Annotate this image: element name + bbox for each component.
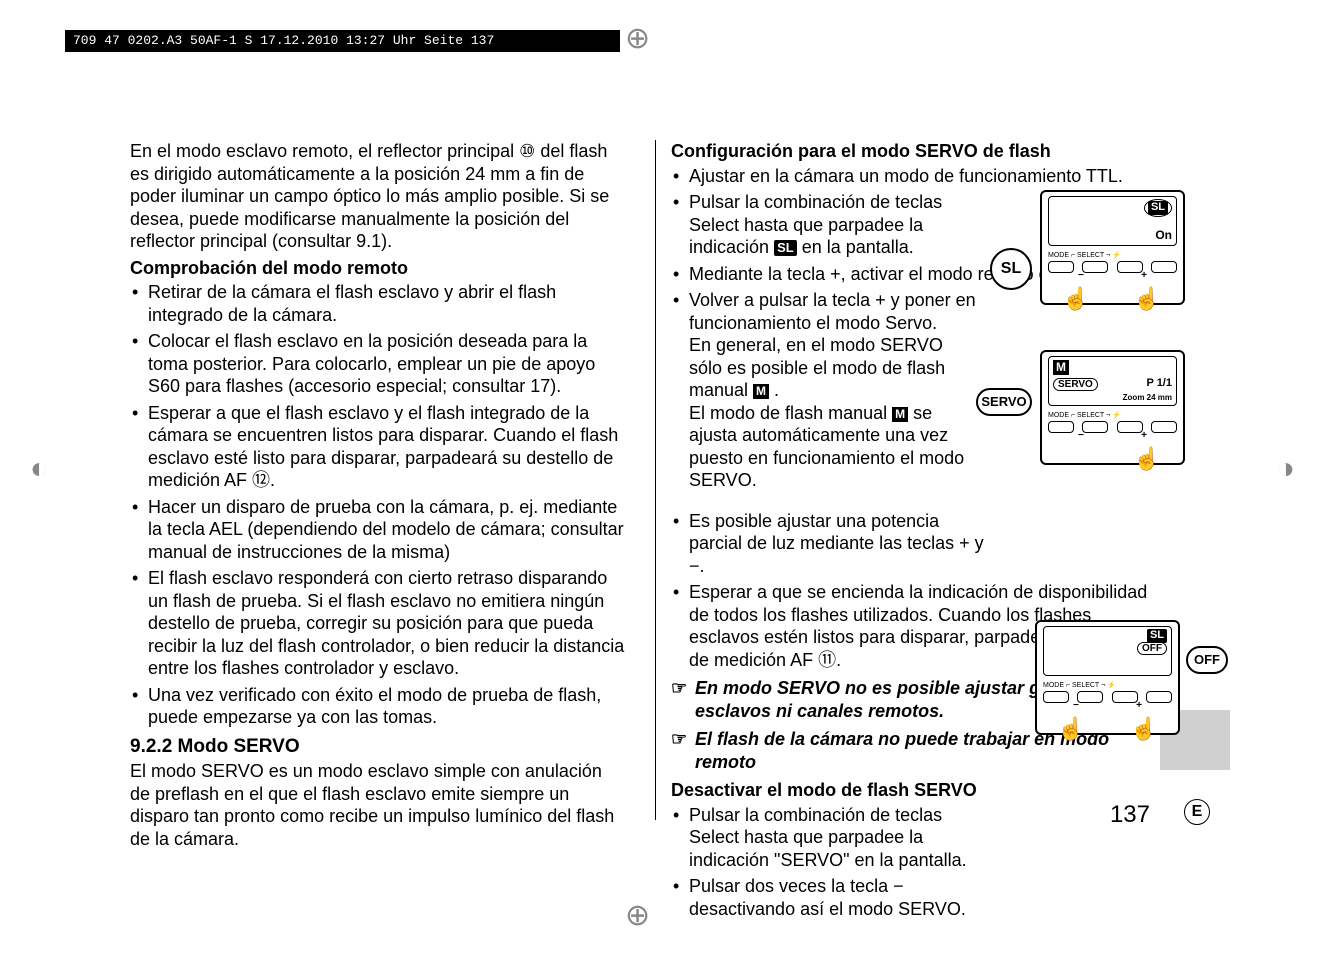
- text: El modo de flash manual: [689, 403, 892, 423]
- list-item: Esperar a que el flash esclavo y el flas…: [130, 402, 625, 492]
- list-item: Pulsar la combinación de teclas Select h…: [671, 804, 1160, 872]
- list-item: Pulsar dos veces la tecla − desactivando…: [671, 875, 1160, 920]
- intro-para: En el modo esclavo remoto, el reflector …: [130, 140, 625, 253]
- heading-servo: 9.2.2 Modo SERVO: [130, 735, 625, 759]
- note-icon: ☞: [671, 728, 691, 773]
- text: en la pantalla.: [797, 237, 914, 257]
- circle-label: SL: [990, 248, 1032, 290]
- heading-deactivate: Desactivar el modo de flash SERVO: [671, 779, 1160, 802]
- lcd-buttons: MODE ⌐ SELECT ¬ ⚡: [1048, 252, 1177, 261]
- heading-servo-config: Configuración para el modo SERVO de flas…: [671, 140, 1160, 163]
- list-item: Colocar el flash esclavo en la posición …: [130, 330, 625, 398]
- list-item: Una vez verificado con éxito el modo de …: [130, 684, 625, 729]
- list-item: Retirar de la cámara el flash esclavo y …: [130, 281, 625, 326]
- hand-icon: ☝: [1133, 445, 1163, 475]
- crop-mark: ◐: [30, 450, 48, 488]
- list-item: Ajustar en la cámara un modo de funciona…: [671, 165, 1160, 188]
- page-number: 137: [1110, 800, 1150, 830]
- m-icon: M: [892, 407, 908, 422]
- right-column: Configuración para el modo SERVO de flas…: [655, 140, 1160, 820]
- lcd-label: P 1/1: [1147, 377, 1173, 391]
- m-icon: M: [1053, 360, 1069, 375]
- hand-icon: ☝: [1133, 285, 1163, 315]
- m-icon: M: [753, 384, 769, 399]
- text: En general, en el modo SERVO sólo es pos…: [689, 335, 945, 400]
- sl-icon: SL: [774, 240, 797, 256]
- circle-label: SERVO: [976, 388, 1032, 416]
- list-item: El flash esclavo responderá con cierto r…: [130, 567, 625, 680]
- lcd-label: Zoom 24 mm: [1123, 393, 1172, 403]
- crop-mark: ◑: [1277, 450, 1295, 488]
- crop-mark: ⊕: [625, 897, 650, 935]
- lcd-screen: SL OFF: [1043, 626, 1172, 676]
- heading-remote-check: Comprobación del modo remoto: [130, 257, 625, 280]
- off-label: OFF: [1137, 642, 1167, 655]
- text: Volver a pulsar la tecla + y poner en fu…: [689, 290, 976, 333]
- sl-icon: SL: [1147, 629, 1167, 643]
- lcd-buttons: MODE ⌐ SELECT ¬ ⚡: [1048, 412, 1177, 421]
- print-header: 709 47 0202.A3 50AF-1 S 17.12.2010 13:27…: [65, 30, 620, 52]
- servo-label: SERVO: [1053, 378, 1098, 391]
- list-item: Es posible ajustar una potencia parcial …: [671, 510, 1160, 578]
- lcd-screen: M SERVO P 1/1 Zoom 24 mm: [1048, 356, 1177, 406]
- sl-icon: SL: [1148, 201, 1168, 215]
- lcd-panel: M SERVO P 1/1 Zoom 24 mm MODE ⌐ SELECT ¬…: [1040, 350, 1185, 465]
- hand-icon: ☝: [1062, 285, 1092, 315]
- lcd-screen: SL On: [1048, 196, 1177, 246]
- page-content: En el modo esclavo remoto, el reflector …: [130, 140, 1200, 820]
- hand-icon: ☝: [1057, 715, 1087, 745]
- lang-indicator: E: [1184, 799, 1210, 825]
- lcd-buttons: MODE ⌐ SELECT ¬ ⚡: [1043, 682, 1172, 691]
- lcd-label: On: [1155, 228, 1172, 243]
- diagram-servo: SERVO M SERVO P 1/1 Zoom 24 mm MODE ⌐ SE…: [1040, 350, 1185, 465]
- diagram-sl: SL SL On MODE ⌐ SELECT ¬ ⚡ −+ ☝ ☝: [1040, 190, 1185, 305]
- hand-icon: ☝: [1130, 715, 1160, 745]
- crop-mark: ⊕: [625, 20, 650, 58]
- note-icon: ☞: [671, 677, 691, 722]
- lcd-panel: SL On MODE ⌐ SELECT ¬ ⚡ −+ ☝ ☝: [1040, 190, 1185, 305]
- circle-label: OFF: [1186, 646, 1228, 674]
- lcd-panel: SL OFF MODE ⌐ SELECT ¬ ⚡ −+ ☝ ☝: [1035, 620, 1180, 735]
- servo-desc: El modo SERVO es un modo esclavo simple …: [130, 760, 625, 850]
- left-column: En el modo esclavo remoto, el reflector …: [130, 140, 635, 820]
- list-item: Hacer un disparo de prueba con la cámara…: [130, 496, 625, 564]
- diagram-off: OFF SL OFF MODE ⌐ SELECT ¬ ⚡ −+ ☝ ☝: [1035, 620, 1180, 735]
